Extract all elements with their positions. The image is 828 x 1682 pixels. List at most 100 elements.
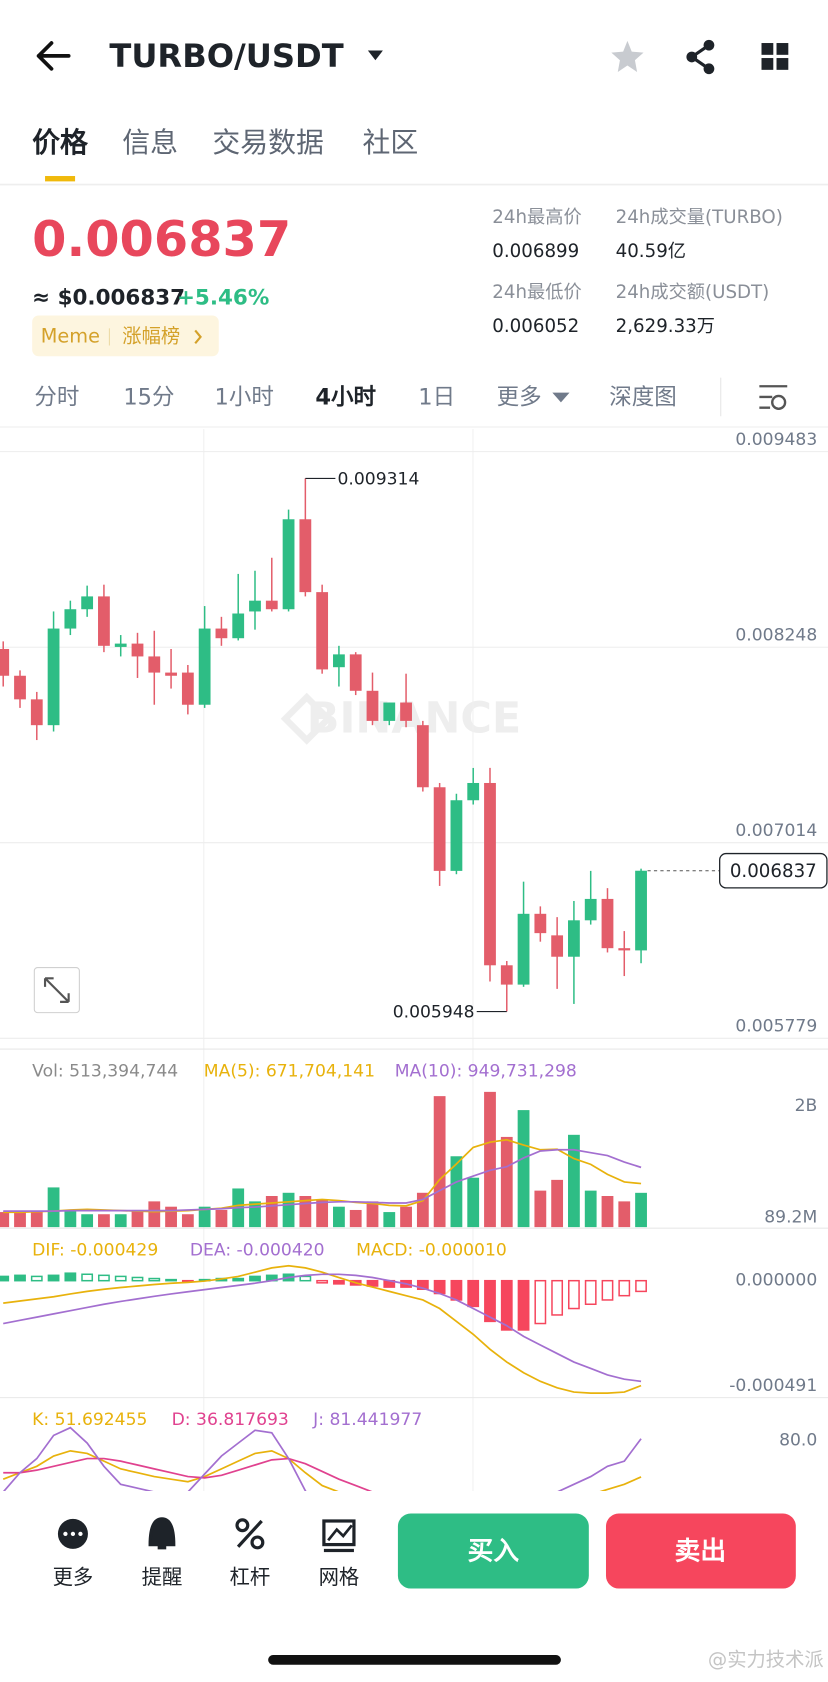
tab[interactable]: 社区	[363, 126, 419, 159]
interval-tab[interactable]: 深度图	[609, 385, 677, 411]
interval-tab[interactable]: 更多	[497, 385, 542, 411]
candle-body	[517, 913, 530, 985]
candle-body	[366, 690, 379, 721]
grid-bot-icon[interactable]	[322, 1519, 356, 1553]
action-label[interactable]: 更多	[53, 1565, 94, 1589]
macd-bar	[484, 1279, 496, 1323]
candle-body	[249, 600, 261, 612]
home-indicator	[268, 1655, 561, 1665]
tag[interactable]: 涨幅榜	[122, 324, 180, 347]
macd-bar	[534, 1279, 547, 1325]
indicator-legend: MA(5): 671,704,141	[204, 1062, 375, 1082]
more-icon[interactable]	[57, 1518, 88, 1549]
favorite-star[interactable]	[611, 40, 644, 72]
indicator-legend: J: 81.441977	[312, 1410, 422, 1430]
menu-grid[interactable]	[761, 43, 789, 70]
last-price: 0.006837	[32, 210, 291, 268]
tag-chevron	[194, 329, 202, 345]
candle-body	[98, 596, 110, 646]
stat-label: 24h最高价	[492, 207, 581, 228]
volume-bar	[165, 1206, 177, 1228]
alert-icon[interactable]	[148, 1517, 176, 1550]
volume-bar	[265, 1196, 278, 1228]
candle-body	[14, 675, 26, 700]
interval-tab[interactable]: 15分	[123, 385, 174, 411]
volume-bar	[450, 1156, 463, 1228]
volume-bar	[47, 1187, 60, 1228]
buy-label[interactable]: 买入	[468, 1537, 520, 1567]
candle-body	[148, 656, 161, 673]
pair-dropdown[interactable]	[367, 50, 383, 61]
candle-body	[568, 920, 580, 957]
usd-price: ≈ $0.006837	[32, 285, 185, 310]
indicator-legend: DEA: -0.000420	[190, 1241, 325, 1261]
indicator-legend: Vol: 513,394,744	[32, 1062, 178, 1082]
macd-bar	[517, 1279, 530, 1331]
macd-bar	[584, 1279, 597, 1305]
candle-body	[349, 654, 362, 691]
interval-tab[interactable]: 1小时	[215, 385, 274, 411]
macd-bar	[333, 1279, 345, 1285]
volume-bar	[181, 1214, 194, 1228]
chart-settings[interactable]	[759, 385, 788, 410]
tag-pill[interactable]	[32, 315, 219, 357]
volume-bar	[383, 1212, 396, 1228]
macd-bar	[30, 1275, 43, 1282]
candle-body	[433, 787, 446, 871]
change-percent: +5.46%	[177, 285, 269, 310]
volume-bar	[349, 1209, 362, 1228]
back-button[interactable]	[36, 41, 71, 71]
candle-body	[467, 782, 480, 801]
action-label[interactable]: 杠杆	[230, 1565, 271, 1589]
tab-indicator	[45, 176, 76, 182]
action-label[interactable]: 提醒	[142, 1565, 183, 1589]
candle-body	[383, 702, 396, 721]
candle-body	[450, 800, 463, 871]
interval-tab[interactable]: 分时	[34, 385, 79, 411]
pair-title[interactable]: TURBO/USDT	[109, 37, 343, 75]
fullscreen-button[interactable]	[33, 967, 80, 1014]
candle-body	[584, 898, 597, 921]
candle-body	[299, 519, 312, 593]
share-button[interactable]	[686, 39, 715, 75]
last-price-label: 0.006837	[730, 861, 817, 882]
sell-label[interactable]: 卖出	[675, 1537, 726, 1567]
volume-bar	[299, 1196, 312, 1228]
indicator-legend: MACD: -0.000010	[356, 1241, 507, 1261]
sell-button[interactable]	[605, 1513, 796, 1589]
tab[interactable]: 交易数据	[212, 126, 324, 159]
dropdown-caret	[552, 392, 570, 403]
indicator-line	[3, 1148, 642, 1212]
stat-label: 24h成交量(TURBO)	[616, 207, 783, 228]
macd-bar	[98, 1274, 110, 1282]
volume-bar	[568, 1134, 580, 1228]
margin-icon[interactable]	[235, 1518, 265, 1550]
indicator-line	[3, 1264, 642, 1395]
y-tick-label: 0.008248	[735, 625, 817, 645]
tab[interactable]: 价格	[32, 126, 89, 159]
volume-bar	[534, 1190, 547, 1228]
volume-bar	[282, 1192, 295, 1228]
y-tick-label: 0.000000	[735, 1271, 817, 1291]
interval-tab[interactable]: 4小时	[315, 385, 376, 411]
volume-bar	[433, 1096, 446, 1228]
stat-label: 24h成交额(USDT)	[616, 282, 770, 303]
candle-body	[64, 609, 77, 629]
candle-body	[282, 519, 295, 610]
macd-bar	[81, 1273, 94, 1282]
macd-bar	[64, 1272, 77, 1282]
last-price-box	[719, 852, 828, 889]
volume-bar	[14, 1212, 26, 1228]
tag[interactable]: Meme	[41, 324, 100, 347]
buy-button[interactable]	[397, 1513, 589, 1589]
min-label: 0.005948	[393, 1003, 475, 1023]
action-label[interactable]: 网格	[319, 1565, 360, 1589]
tab[interactable]: 信息	[122, 126, 178, 159]
volume-bar	[416, 1192, 429, 1228]
interval-tab[interactable]: 1日	[418, 385, 455, 411]
candle-body	[316, 592, 329, 670]
macd-bar	[635, 1279, 647, 1293]
volume-bar	[81, 1214, 94, 1228]
